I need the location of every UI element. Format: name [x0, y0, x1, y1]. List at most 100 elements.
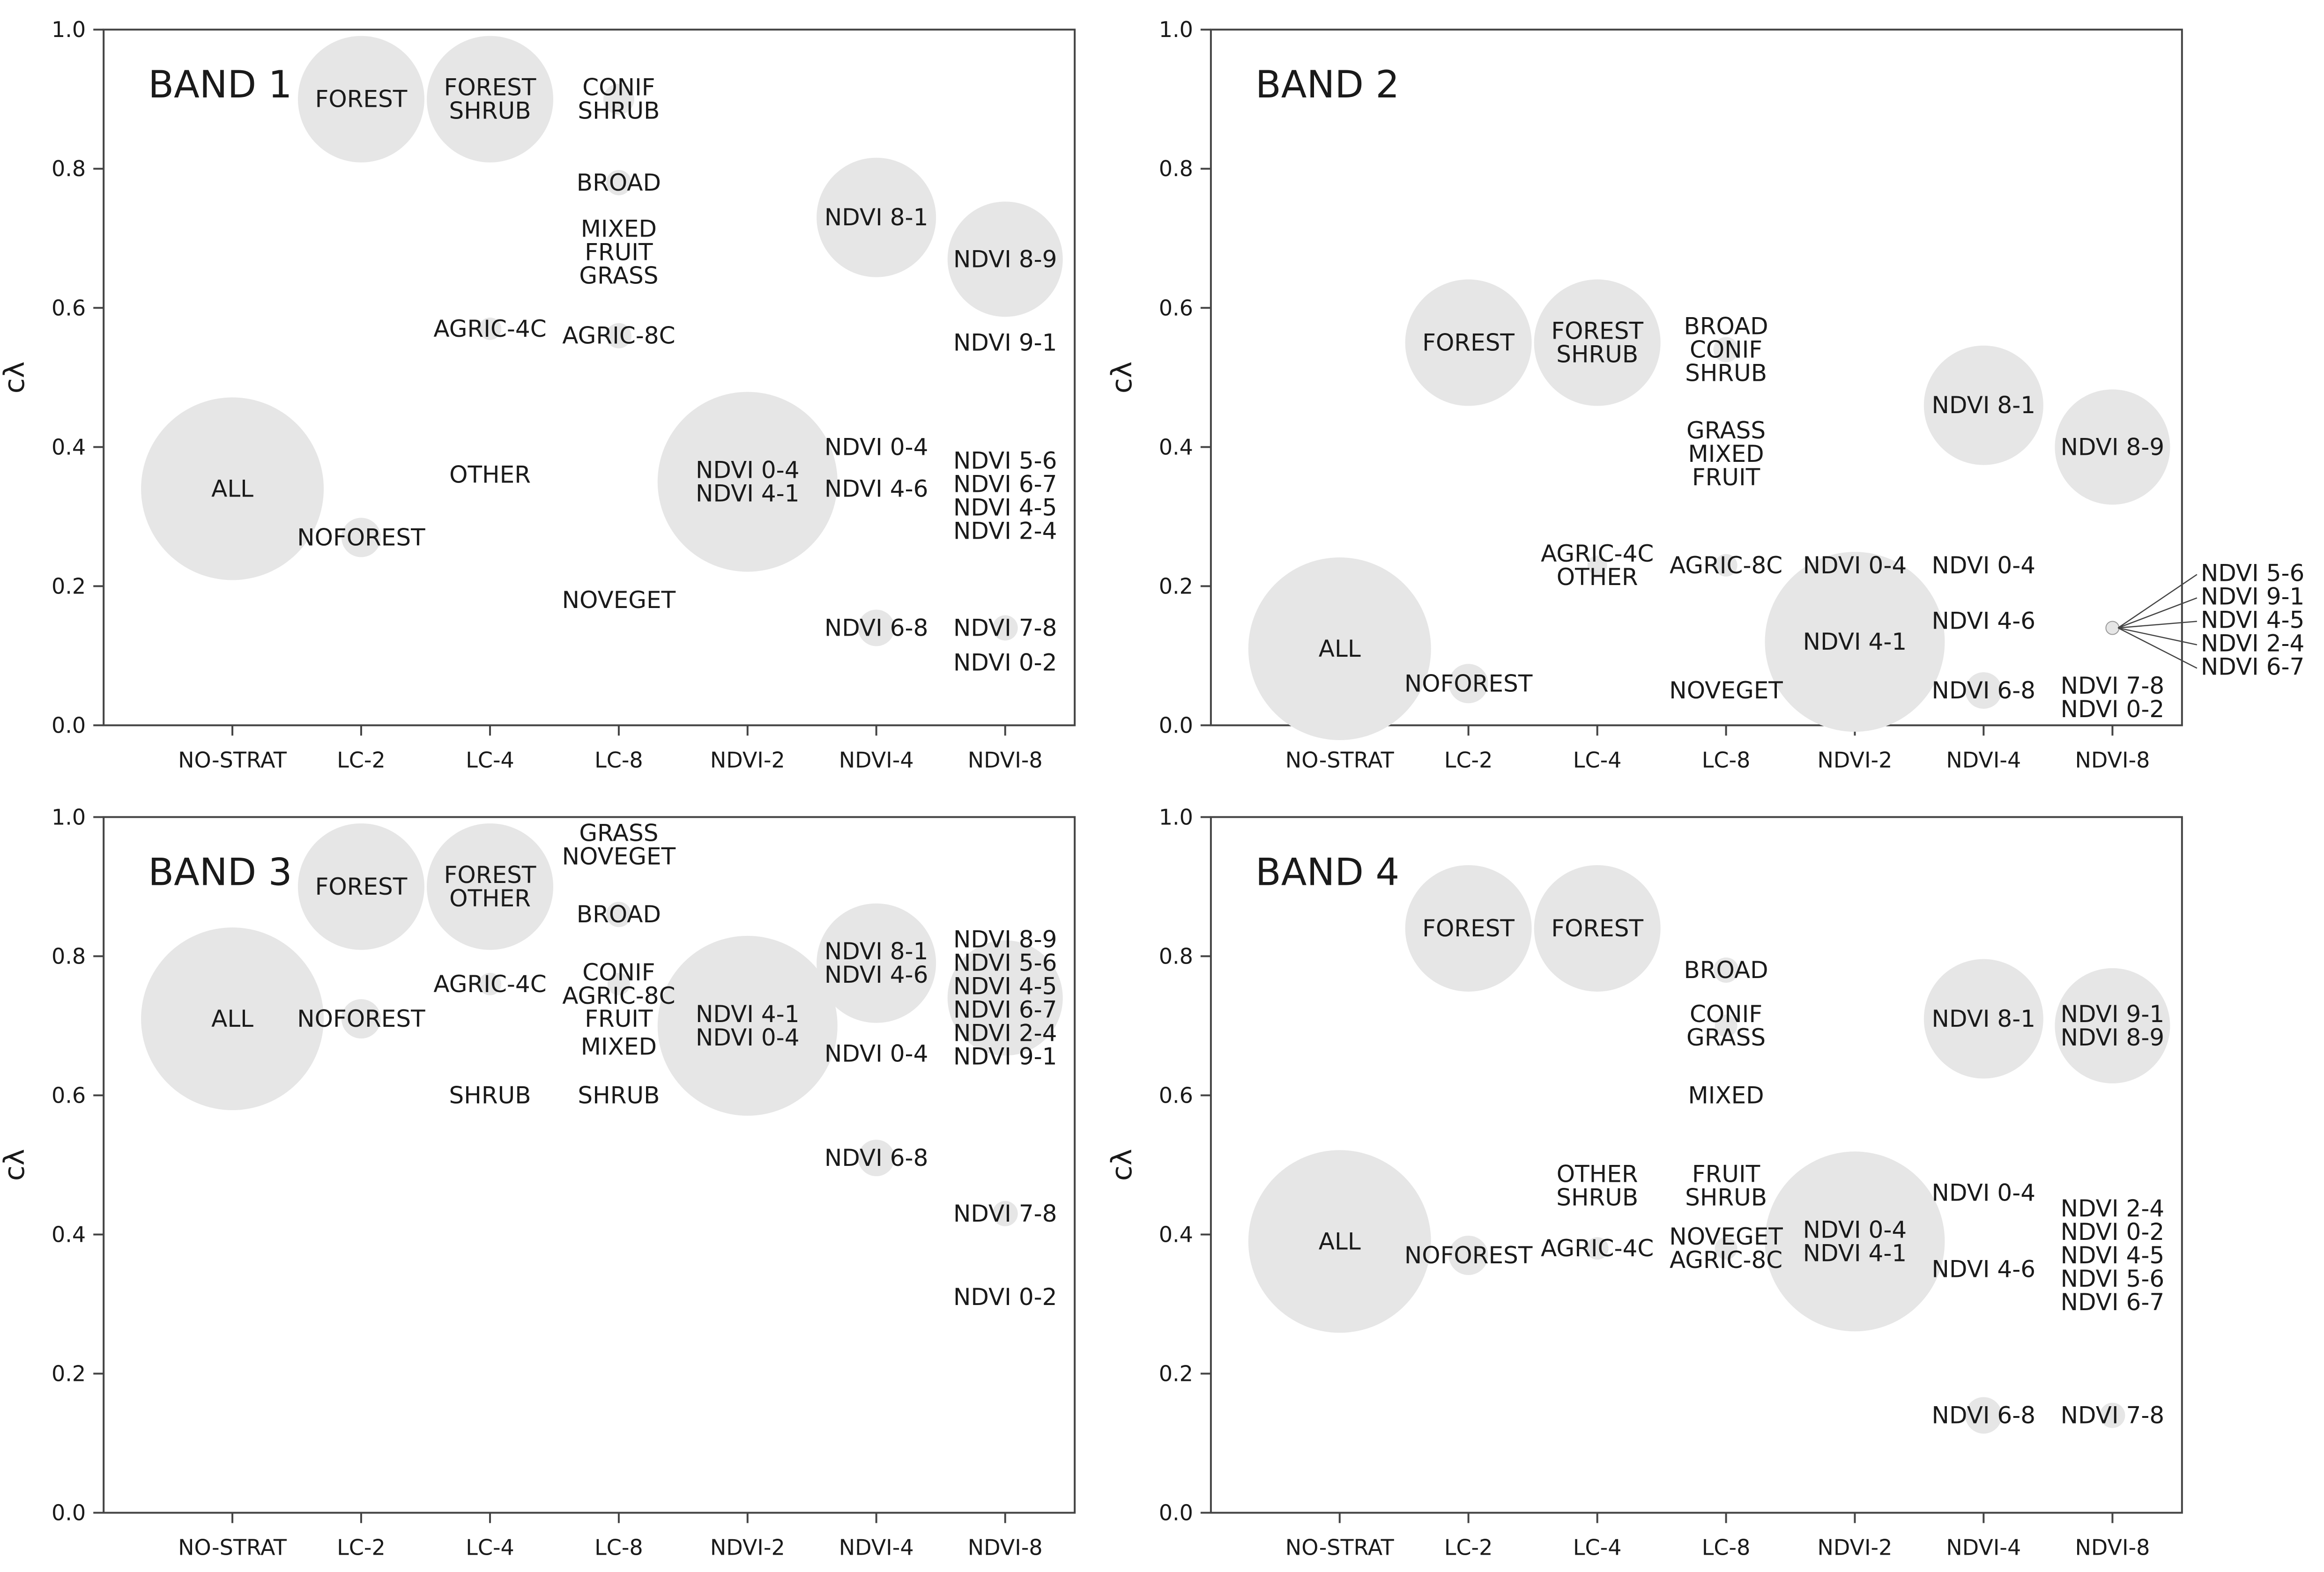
- y-tick-label: 0.0: [1159, 1500, 1193, 1526]
- point-label-agric-4c: AGRIC-4C: [433, 971, 546, 998]
- panel-title: BAND 3: [148, 850, 292, 894]
- bubble-forest: [1534, 279, 1661, 406]
- point-label-conif: CONIF SHRUB: [578, 74, 660, 125]
- y-tick-label: 0.2: [52, 573, 86, 599]
- callout-label-ndvi-2-4: NDVI 2-4: [2201, 630, 2305, 657]
- bubble-ndvi-6-8: [1965, 1397, 2002, 1434]
- y-tick-label: 0.4: [52, 434, 86, 460]
- point-label-all: ALL: [1319, 635, 1361, 662]
- bubble-all: [1248, 557, 1431, 741]
- bubble-ndvi-4-1: [1765, 552, 1945, 732]
- point-label-ndvi-4-6: NDVI 4-6: [1932, 608, 2036, 635]
- point-label-forest: FOREST OTHER: [444, 861, 536, 912]
- point-label-agric-4c: AGRIC-4C: [433, 315, 546, 342]
- point-label-forest: FOREST: [1422, 329, 1515, 356]
- bubble-ndvi-6-8: [858, 1140, 895, 1177]
- callout-point: [2105, 621, 2120, 635]
- bubble-ndvi-8-9: [2055, 389, 2170, 505]
- point-label-ndvi-0-4: NDVI 0-4: [824, 433, 928, 460]
- plot-frame: [103, 29, 1076, 727]
- y-tick-label: 1.0: [1159, 17, 1193, 42]
- y-axis-label: cλ: [0, 1149, 31, 1181]
- x-tick-label: NDVI-2: [1817, 747, 1892, 772]
- point-label-fruit: FRUIT: [585, 1005, 653, 1032]
- callout-label-ndvi-5-6: NDVI 5-6: [2201, 559, 2305, 586]
- point-label-mixed: MIXED FRUIT GRASS: [579, 215, 658, 289]
- chart-panel-4: 0.0 0.2 0.4 0.6 0.8 1.0 NO-STRAT LC-2 LC-4 LC-8 ND…: [1106, 804, 2183, 1560]
- point-label-forest: FOREST: [1551, 915, 1643, 942]
- bubble-noveget: [1715, 1237, 1737, 1260]
- y-tick-label: 0.8: [1159, 943, 1193, 969]
- bubble-ndvi-6-8: [1965, 672, 2002, 709]
- point-label-shrub: SHRUB: [449, 1082, 531, 1109]
- point-label-noveget: NOVEGET: [562, 586, 676, 614]
- callout-leader-line: [2117, 597, 2198, 629]
- y-tick-label: 0.8: [1159, 156, 1193, 181]
- y-tick-label: 0.0: [1159, 712, 1193, 738]
- bubble-agric-4c: [1586, 1237, 1609, 1260]
- point-label-ndvi-8-1: NDVI 8-1: [824, 204, 928, 231]
- bubble-forest: [1534, 865, 1661, 992]
- point-label-ndvi-8-1: NDVI 8-1 NDVI 4-6: [824, 938, 928, 988]
- y-tick-label: 1.0: [1159, 804, 1193, 830]
- point-label-forest: FOREST: [1422, 915, 1515, 942]
- point-label-agric-4c: AGRIC-4C OTHER: [1541, 540, 1654, 591]
- point-label-ndvi-0-4: NDVI 0-4: [1932, 552, 2036, 579]
- bubble-agric-4c: [479, 317, 502, 340]
- x-tick-label: LC-4: [466, 747, 514, 772]
- y-tick-label: 1.0: [52, 804, 86, 830]
- y-tick-label: 0.6: [52, 295, 86, 320]
- y-tick-label: 0.8: [52, 943, 86, 969]
- x-tick-label: NDVI-8: [2075, 747, 2150, 772]
- callout-leader-line: [2117, 574, 2198, 629]
- y-tick-label: 0.4: [52, 1222, 86, 1247]
- point-label-ndvi-5-6: NDVI 5-6 NDVI 6-7 NDVI 4-5 NDVI 2-4: [953, 447, 1057, 544]
- point-label-ndvi-4-1: NDVI 4-1 NDVI 0-4: [696, 1001, 800, 1051]
- bubble-forest: [427, 36, 554, 163]
- callout-label-ndvi-6-7: NDVI 6-7: [2201, 653, 2305, 680]
- bubble-ndvi-9-1: [2055, 968, 2170, 1083]
- point-label-noveget: NOVEGET: [1669, 677, 1783, 704]
- x-tick-label: LC-2: [337, 747, 386, 772]
- point-label-other: OTHER: [449, 461, 531, 489]
- point-label-ndvi-8-9: NDVI 8-9 NDVI 5-6 NDVI 4-5 NDVI 6-7 NDVI 2-4…: [953, 926, 1057, 1070]
- point-label-forest: FOREST SHRUB: [1551, 318, 1643, 368]
- x-tick-label: NO-STRAT: [178, 747, 287, 772]
- point-label-agric-4c: AGRIC-4C: [1541, 1235, 1654, 1262]
- point-label-grass: GRASS MIXED FRUIT: [1686, 417, 1766, 491]
- point-label-noforest: NOFOREST: [1404, 1242, 1533, 1269]
- point-label-agric-8c: AGRIC-8C: [562, 322, 675, 349]
- bubble-ndvi-7-8: [992, 1201, 1018, 1226]
- point-label-ndvi-0-4: NDVI 0-4 NDVI 4-1: [696, 457, 800, 507]
- x-tick-label: LC-4: [1573, 747, 1622, 772]
- x-tick-label: NDVI-4: [1946, 1535, 2021, 1560]
- x-tick-label: LC-8: [1702, 1535, 1751, 1560]
- point-label-forest: FOREST SHRUB: [444, 74, 536, 125]
- bubble-ndvi-6-8: [858, 609, 895, 646]
- bubble-agric-4c: [479, 972, 502, 995]
- x-tick-label: LC-8: [1702, 747, 1751, 772]
- x-tick-label: NDVI-4: [1946, 747, 2021, 772]
- y-axis-label: cλ: [1106, 1149, 1138, 1181]
- y-tick-label: 0.0: [52, 712, 86, 738]
- y-tick-label: 0.4: [1159, 434, 1193, 460]
- bubble-agric-4c: [1587, 555, 1607, 575]
- bubble-forest: [297, 36, 424, 163]
- point-label-ndvi-7-8: NDVI 7-8 NDVI 0-2: [2061, 672, 2165, 723]
- point-label-ndvi-6-8: NDVI 6-8: [1932, 1402, 2036, 1429]
- bubble-ndvi-8-1: [1923, 345, 2043, 465]
- point-label-all: ALL: [211, 1005, 253, 1032]
- bubble-ndvi-8-1: [817, 157, 936, 277]
- panel-title: BAND 4: [1255, 850, 1399, 894]
- point-label-ndvi-9-1: NDVI 9-1: [953, 329, 1057, 356]
- bubble-ndvi-0-4: [657, 392, 838, 572]
- bubble-broad: [1713, 337, 1739, 363]
- bubble-forest: [1405, 279, 1532, 406]
- y-tick-label: 0.8: [52, 156, 86, 181]
- point-label-fruit: FRUIT SHRUB: [1685, 1160, 1767, 1211]
- bubble-agric-8c: [1715, 554, 1737, 577]
- bubble-conif: [1715, 1014, 1737, 1037]
- x-tick-label: NO-STRAT: [1285, 1535, 1395, 1560]
- point-label-all: ALL: [1319, 1228, 1361, 1255]
- y-tick-label: 0.6: [1159, 295, 1193, 320]
